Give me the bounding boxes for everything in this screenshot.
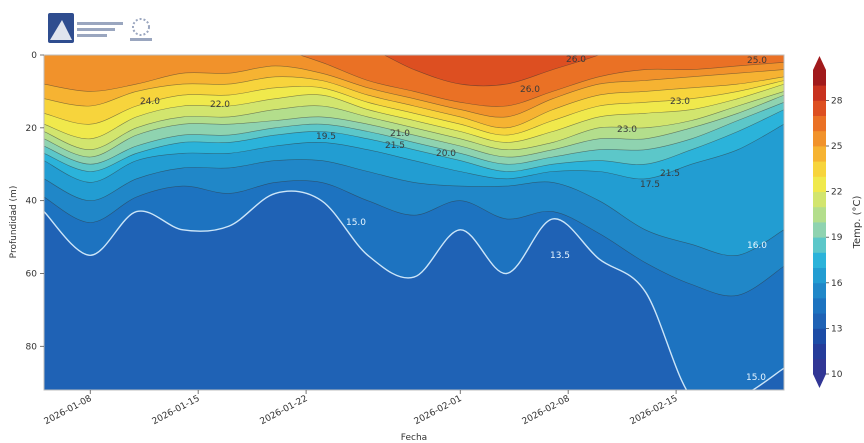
colorbar-segment — [813, 222, 826, 238]
institution-logo-icon — [48, 13, 123, 43]
sun-seal-icon — [130, 18, 152, 41]
y-axis-label: Profundidad (m) — [9, 186, 19, 259]
isotherm-line-18 — [44, 109, 784, 172]
y-tick-label: 60 — [26, 269, 38, 279]
colorbar-segment — [813, 70, 826, 86]
contour-label: 21.0 — [390, 129, 410, 139]
x-tick-label: 2026-02-15 — [629, 394, 680, 427]
isotherm-line-25 — [44, 65, 784, 118]
contour-label: 26.0 — [566, 55, 586, 65]
y-tick-label: 80 — [26, 342, 38, 352]
contour-label: 23.0 — [670, 97, 690, 107]
contour-label: 21.5 — [385, 141, 405, 151]
contour-label: 21.5 — [660, 169, 680, 179]
colorbar-segment — [813, 176, 826, 192]
y-tick-label: 0 — [31, 51, 37, 61]
colorbar-segment — [813, 313, 826, 329]
colorbar-segment — [813, 161, 826, 177]
colorbar-segment — [813, 343, 826, 360]
isotherm-line-26 — [298, 55, 784, 107]
contour-label: 25.0 — [747, 56, 767, 66]
contour-label: 19.5 — [316, 132, 336, 142]
colorbar-tick-label: 28 — [831, 96, 843, 106]
contour-label: 17.5 — [640, 180, 660, 190]
isotherm-line-22 — [44, 83, 784, 143]
colorbar-tick-label: 16 — [831, 279, 843, 289]
colorbar-tick-label: 10 — [831, 370, 843, 380]
x-tick-label: 2026-01-22 — [259, 394, 310, 427]
isotherm-line-20 — [44, 94, 784, 158]
colorbar-tick-label: 22 — [831, 188, 842, 198]
isotherm-line-19 — [44, 102, 784, 165]
contour-label: 15.0 — [346, 218, 366, 228]
colorbar-segment — [813, 206, 826, 223]
x-axis: 2026-01-08 2026-01-15 2026-01-22 2026-02-01… — [43, 390, 680, 428]
contour-label: 23.0 — [617, 125, 637, 135]
colorbar-extend-max — [813, 56, 826, 70]
isotherm-line-23 — [44, 80, 784, 136]
x-tick-label: 2026-01-08 — [43, 394, 94, 428]
colorbar: 10 13 16 19 22 25 28 — [813, 56, 843, 388]
colorbar-segment — [813, 146, 826, 162]
colorbar-segment — [813, 237, 826, 253]
isotherm-line-15 — [44, 180, 784, 297]
isotherm-line-16 — [44, 159, 784, 256]
isotherm-line-24 — [44, 76, 784, 129]
colorbar-segment — [813, 85, 826, 101]
colorbar-segment — [813, 328, 826, 344]
x-tick-label: 2026-02-01 — [413, 394, 464, 427]
colorbar-segment — [813, 191, 826, 208]
contour-isolines — [44, 55, 784, 390]
y-tick-label: 40 — [26, 197, 38, 207]
x-tick-label: 2026-01-15 — [151, 394, 202, 427]
colorbar-segment — [813, 130, 826, 147]
contour-label: 16.0 — [747, 241, 767, 251]
contour-label: 24.0 — [140, 97, 160, 107]
contour-label: 26.0 — [520, 85, 540, 95]
contour-band-14 — [44, 191, 784, 390]
plot-frame — [43, 54, 785, 391]
colorbar-segment — [813, 252, 826, 268]
contour-label: 15.0 — [746, 373, 766, 383]
colorbar-extend-min — [813, 374, 826, 388]
isotherm-line-14 — [44, 190, 784, 390]
x-tick-label: 2026-02-08 — [521, 394, 572, 428]
colorbar-segment — [813, 298, 826, 314]
contour-label: 20.0 — [436, 149, 456, 159]
colorbar-tick-label: 13 — [831, 324, 842, 334]
contour-label: 22.0 — [210, 100, 230, 110]
colorbar-tick-label: 25 — [831, 142, 842, 152]
y-tick-label: 20 — [26, 124, 38, 134]
isotherm-line-21 — [44, 91, 784, 151]
colorbar-segment — [813, 115, 826, 132]
contour-label: 13.5 — [550, 251, 570, 261]
contour-labels: 24.0 22.0 19.5 21.0 20.0 26.0 26.0 25.0 23.0 21.5… — [140, 55, 767, 383]
colorbar-segment — [813, 358, 826, 375]
colorbar-segment — [813, 267, 826, 284]
x-axis-label: Fecha — [401, 433, 427, 443]
colorbar-label: Temp. (°C) — [852, 196, 863, 250]
y-axis: 0 20 40 60 80 — [26, 51, 44, 352]
contour-bands — [44, 55, 784, 390]
colorbar-segment — [813, 282, 826, 299]
colorbar-segment — [813, 100, 826, 116]
isotherm-line-17 — [44, 123, 784, 183]
isotherm-line-27 — [383, 55, 600, 87]
colorbar-tick-label: 19 — [831, 233, 843, 243]
